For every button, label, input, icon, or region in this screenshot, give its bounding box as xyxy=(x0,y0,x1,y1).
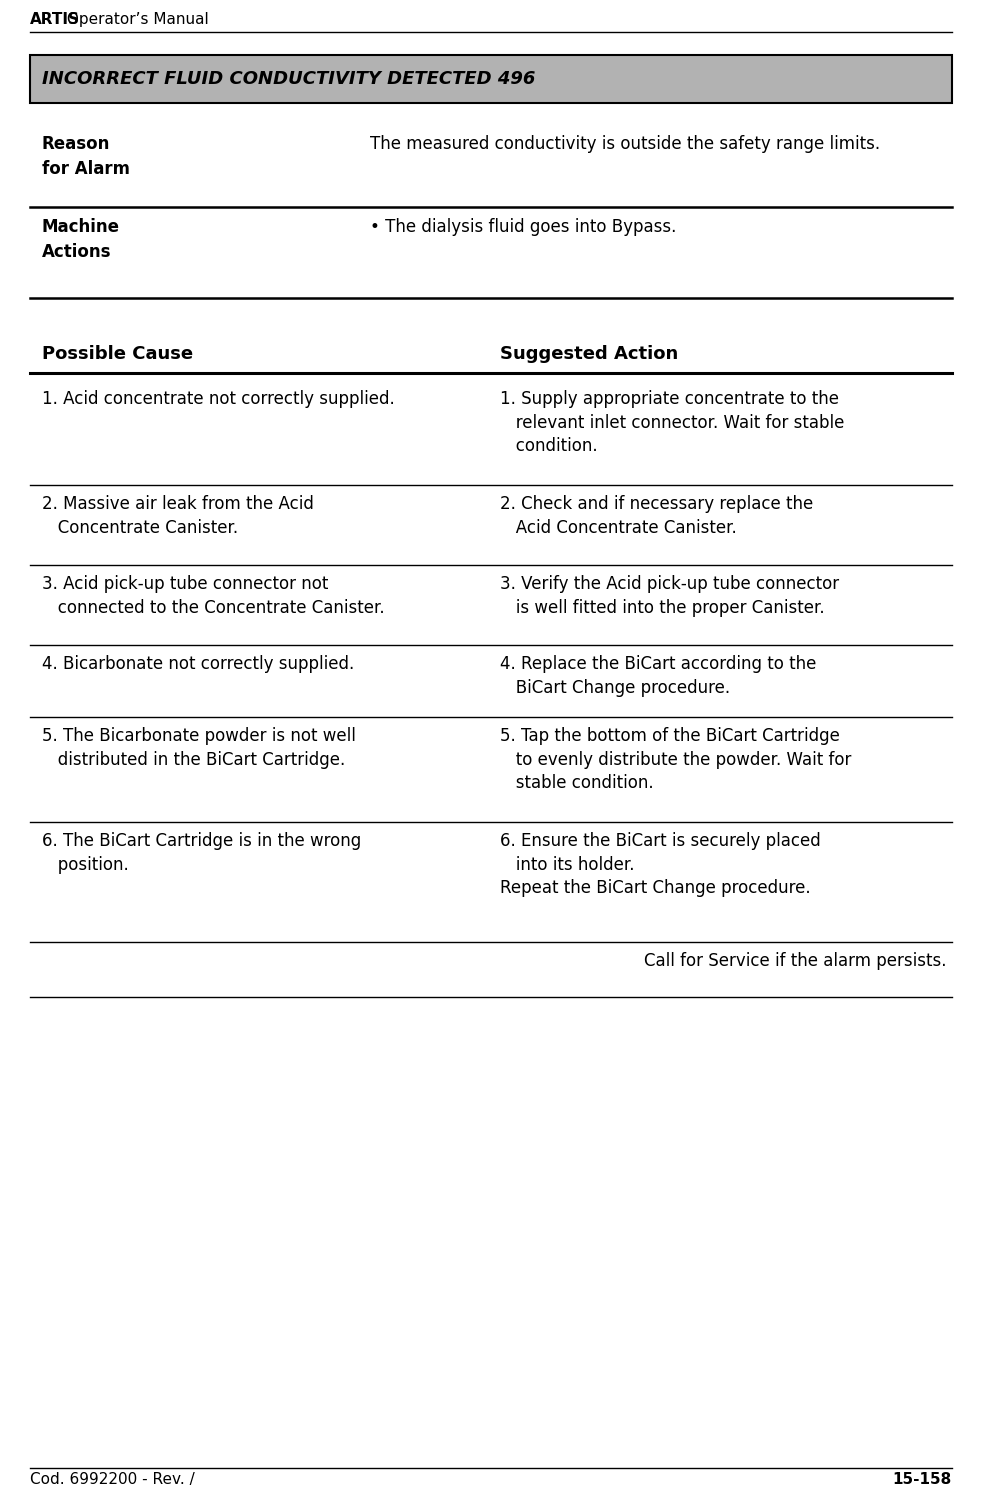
Text: 3. Verify the Acid pick-up tube connector
   is well fitted into the proper Cani: 3. Verify the Acid pick-up tube connecto… xyxy=(500,574,840,616)
Text: 3. Acid pick-up tube connector not
   connected to the Concentrate Canister.: 3. Acid pick-up tube connector not conne… xyxy=(42,574,385,616)
Text: INCORRECT FLUID CONDUCTIVITY DETECTED 496: INCORRECT FLUID CONDUCTIVITY DETECTED 49… xyxy=(42,70,535,88)
Text: Reason
for Alarm: Reason for Alarm xyxy=(42,135,130,178)
Text: 4. Bicarbonate not correctly supplied.: 4. Bicarbonate not correctly supplied. xyxy=(42,656,355,674)
Text: 4. Replace the BiCart according to the
   BiCart Change procedure.: 4. Replace the BiCart according to the B… xyxy=(500,656,816,696)
Text: The measured conductivity is outside the safety range limits.: The measured conductivity is outside the… xyxy=(370,135,880,153)
Text: Call for Service if the alarm persists.: Call for Service if the alarm persists. xyxy=(644,952,947,970)
Text: 5. The Bicarbonate powder is not well
   distributed in the BiCart Cartridge.: 5. The Bicarbonate powder is not well di… xyxy=(42,728,355,768)
Text: ARTIS: ARTIS xyxy=(30,12,80,27)
Text: Machine
Actions: Machine Actions xyxy=(42,217,120,261)
Text: 6. The BiCart Cartridge is in the wrong
   position.: 6. The BiCart Cartridge is in the wrong … xyxy=(42,833,361,873)
Text: Cod. 6992200 - Rev. /: Cod. 6992200 - Rev. / xyxy=(30,1472,194,1486)
Text: 2. Massive air leak from the Acid
   Concentrate Canister.: 2. Massive air leak from the Acid Concen… xyxy=(42,495,314,537)
Text: • The dialysis fluid goes into Bypass.: • The dialysis fluid goes into Bypass. xyxy=(370,217,677,236)
Text: 2. Check and if necessary replace the
   Acid Concentrate Canister.: 2. Check and if necessary replace the Ac… xyxy=(500,495,813,537)
Text: 15-158: 15-158 xyxy=(893,1472,952,1486)
Text: Operator’s Manual: Operator’s Manual xyxy=(62,12,209,27)
Text: 5. Tap the bottom of the BiCart Cartridge
   to evenly distribute the powder. Wa: 5. Tap the bottom of the BiCart Cartridg… xyxy=(500,728,851,792)
Text: 1. Acid concentrate not correctly supplied.: 1. Acid concentrate not correctly suppli… xyxy=(42,390,395,408)
Text: 1. Supply appropriate concentrate to the
   relevant inlet connector. Wait for s: 1. Supply appropriate concentrate to the… xyxy=(500,390,845,454)
Text: Suggested Action: Suggested Action xyxy=(500,345,679,363)
Text: Possible Cause: Possible Cause xyxy=(42,345,193,363)
Text: 6. Ensure the BiCart is securely placed
   into its holder.
Repeat the BiCart Ch: 6. Ensure the BiCart is securely placed … xyxy=(500,833,821,897)
FancyBboxPatch shape xyxy=(30,56,952,104)
